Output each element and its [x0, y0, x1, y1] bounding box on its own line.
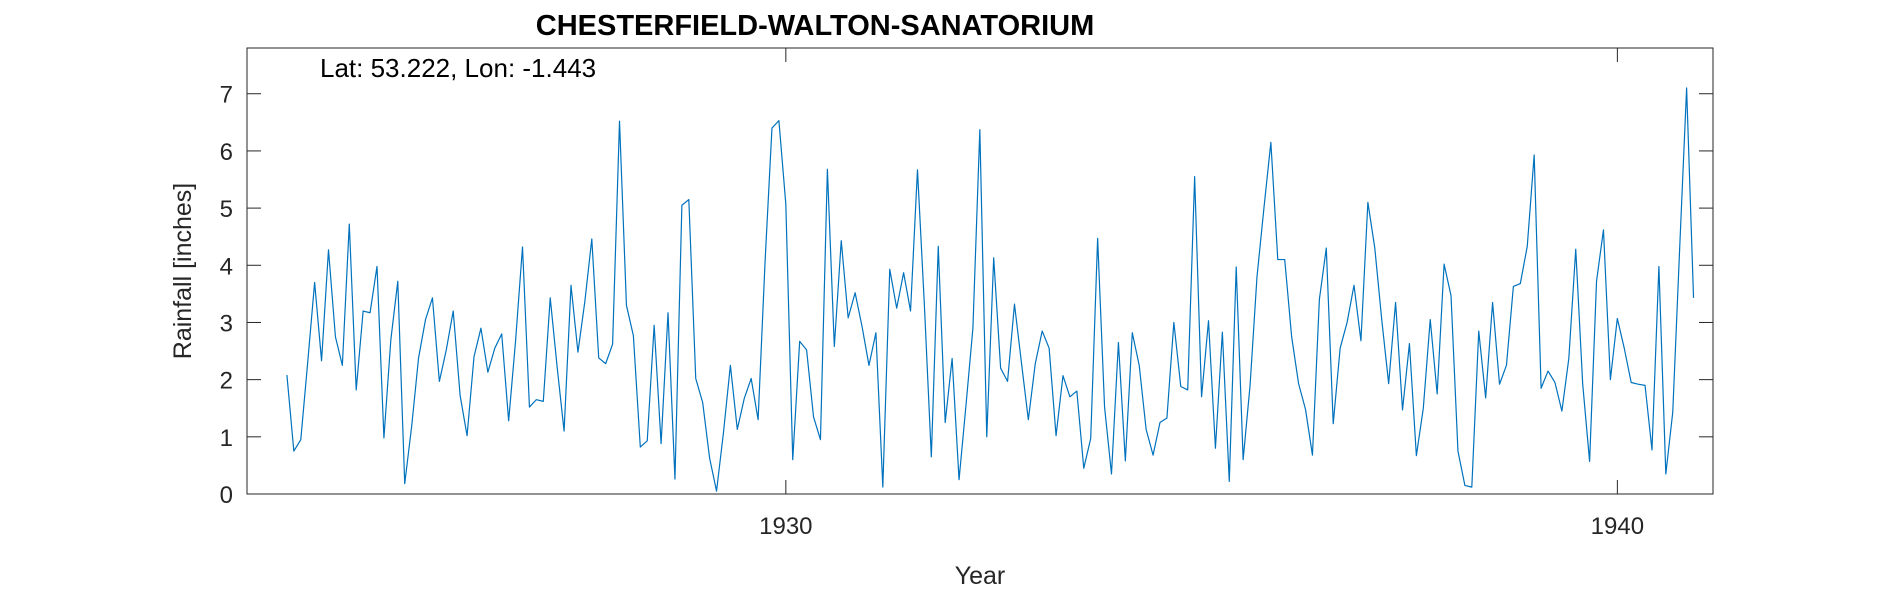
chart-title: CHESTERFIELD-WALTON-SANATORIUM — [536, 10, 1095, 42]
y-tick-label: 5 — [220, 196, 233, 223]
y-axis-label: Rainfall [inches] — [169, 183, 197, 359]
x-axis-label: Year — [955, 562, 1006, 590]
y-tick-label: 2 — [220, 368, 233, 395]
location-annotation: Lat: 53.222, Lon: -1.443 — [320, 53, 596, 83]
axis-ticks — [247, 48, 1713, 495]
x-tick-label: 1940 — [1591, 513, 1644, 540]
axis-tick-labels: 0 1 2 3 4 5 6 7 1930 1940 — [220, 82, 1644, 540]
rainfall-series-line — [286, 87, 1695, 492]
plot-area — [246, 47, 1714, 495]
x-tick-label: 1930 — [759, 513, 812, 540]
y-tick-label: 7 — [220, 82, 233, 109]
y-tick-label: 6 — [220, 139, 233, 166]
y-tick-label: 0 — [220, 482, 233, 509]
y-tick-label: 3 — [220, 310, 233, 337]
y-tick-label: 1 — [220, 425, 233, 452]
y-tick-label: 4 — [220, 253, 233, 280]
